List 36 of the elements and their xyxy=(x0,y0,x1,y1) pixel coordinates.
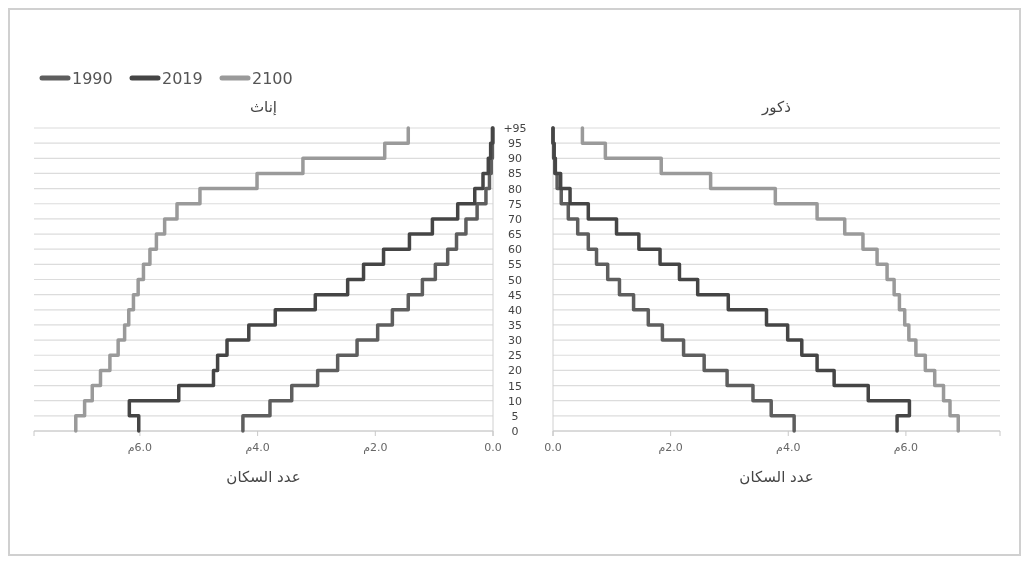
y-tick-label: 15 xyxy=(508,379,522,393)
y-tick-label: 30 xyxy=(508,334,522,348)
x-axis-title: عدد السكان xyxy=(226,468,301,486)
x-tick-label: 2.0م xyxy=(658,441,683,454)
y-tick-label: 75 xyxy=(508,197,522,211)
y-tick-label: 55 xyxy=(508,258,522,272)
y-tick-label: 95+ xyxy=(503,122,527,135)
x-tick-label: 4.0م xyxy=(245,441,270,454)
y-tick-label: 35 xyxy=(508,318,522,332)
y-tick-label: 95 xyxy=(508,137,522,151)
chart-title: ذكور xyxy=(761,98,791,116)
chart-title: إناث xyxy=(249,98,278,116)
y-tick-label: 20 xyxy=(508,364,522,378)
legend-label: 1990 xyxy=(72,69,113,88)
y-tick-label: 45 xyxy=(508,288,522,302)
x-tick-label: 0.0 xyxy=(484,441,502,454)
y-tick-label: 70 xyxy=(508,212,522,226)
x-tick-label: 2.0م xyxy=(363,441,388,454)
legend-label: 2019 xyxy=(162,69,203,88)
y-tick-label: 10 xyxy=(508,394,522,408)
y-tick-label: 60 xyxy=(508,243,522,257)
x-tick-label: 6.0م xyxy=(127,441,153,454)
y-tick-label: 80 xyxy=(508,182,522,196)
x-tick-label: 4.0م xyxy=(776,441,801,454)
x-axis-title: عدد السكان xyxy=(739,468,814,486)
y-tick-label: 25 xyxy=(508,349,522,363)
y-tick-label: 50 xyxy=(508,273,522,287)
x-tick-label: 6.0م xyxy=(893,441,919,454)
y-tick-label: 65 xyxy=(508,228,522,242)
x-tick-label: 0.0 xyxy=(544,441,562,454)
legend-label: 2100 xyxy=(252,69,293,88)
y-tick-label: 0 xyxy=(511,425,519,438)
y-tick-label: 5 xyxy=(511,409,519,423)
y-tick-label: 90 xyxy=(508,152,522,166)
y-tick-label: 85 xyxy=(508,167,522,181)
y-tick-label: 40 xyxy=(508,303,522,317)
